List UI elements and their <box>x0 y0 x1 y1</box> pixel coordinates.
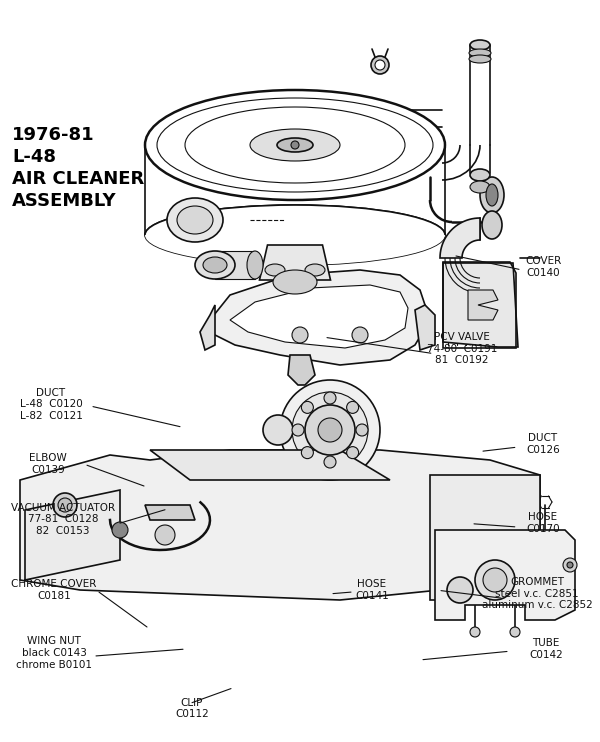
Circle shape <box>280 380 380 480</box>
Ellipse shape <box>482 211 502 239</box>
Text: ELBOW
C0139: ELBOW C0139 <box>29 453 67 475</box>
Text: DUCT
C0126: DUCT C0126 <box>526 433 560 455</box>
Circle shape <box>483 568 507 592</box>
Ellipse shape <box>265 264 285 276</box>
Text: TUBE
C0142: TUBE C0142 <box>529 638 563 660</box>
Circle shape <box>58 498 72 512</box>
Circle shape <box>447 577 473 603</box>
Circle shape <box>347 447 359 459</box>
Circle shape <box>305 405 355 455</box>
Circle shape <box>292 424 304 436</box>
Ellipse shape <box>277 138 313 152</box>
Polygon shape <box>260 245 331 280</box>
Polygon shape <box>468 290 498 320</box>
Ellipse shape <box>203 257 227 273</box>
Ellipse shape <box>469 55 491 63</box>
Circle shape <box>291 141 299 149</box>
Polygon shape <box>443 263 518 347</box>
Text: VACUUM ACTUATOR
77-81  C0128
82  C0153: VACUUM ACTUATOR 77-81 C0128 82 C0153 <box>11 503 115 536</box>
Ellipse shape <box>145 205 445 265</box>
Circle shape <box>155 525 175 545</box>
Polygon shape <box>435 530 575 620</box>
Text: 1976-81: 1976-81 <box>12 126 95 144</box>
Ellipse shape <box>145 90 445 200</box>
Ellipse shape <box>177 206 213 234</box>
Circle shape <box>567 562 573 568</box>
Ellipse shape <box>470 181 490 193</box>
Text: L-48: L-48 <box>12 148 56 166</box>
Circle shape <box>324 456 336 468</box>
Ellipse shape <box>195 251 235 279</box>
Polygon shape <box>20 450 540 600</box>
Ellipse shape <box>469 49 491 57</box>
Text: CLIP
C0112: CLIP C0112 <box>175 697 209 720</box>
Ellipse shape <box>145 205 445 265</box>
Ellipse shape <box>167 198 223 242</box>
Circle shape <box>563 558 577 572</box>
Ellipse shape <box>486 184 498 206</box>
Circle shape <box>470 627 480 637</box>
Circle shape <box>375 60 385 70</box>
Text: COVER
C0140: COVER C0140 <box>525 256 561 278</box>
Circle shape <box>301 401 313 413</box>
Polygon shape <box>145 505 195 520</box>
Text: GROMMET
steel v.c. C2851
aluminum v.c. C2852: GROMMET steel v.c. C2851 aluminum v.c. C… <box>482 577 592 610</box>
Circle shape <box>510 627 520 637</box>
Polygon shape <box>205 270 430 365</box>
Circle shape <box>347 401 359 413</box>
Text: DUCT
L-48  C0120
L-82  C0121: DUCT L-48 C0120 L-82 C0121 <box>20 388 82 421</box>
Polygon shape <box>430 475 540 600</box>
Ellipse shape <box>470 169 490 181</box>
Polygon shape <box>25 490 120 580</box>
Circle shape <box>112 522 128 538</box>
Ellipse shape <box>470 40 490 50</box>
Ellipse shape <box>480 177 504 213</box>
Polygon shape <box>150 450 390 480</box>
Polygon shape <box>200 305 215 350</box>
Circle shape <box>356 424 368 436</box>
Polygon shape <box>230 285 408 348</box>
Circle shape <box>292 327 308 343</box>
Text: AIR CLEANER: AIR CLEANER <box>12 170 144 188</box>
Circle shape <box>301 447 313 459</box>
Circle shape <box>324 392 336 404</box>
Circle shape <box>371 56 389 74</box>
Polygon shape <box>288 355 315 385</box>
Text: CHROME COVER
C0181: CHROME COVER C0181 <box>11 579 97 601</box>
Circle shape <box>475 560 515 600</box>
Text: WING NUT
black C0143
chrome B0101: WING NUT black C0143 chrome B0101 <box>16 637 92 669</box>
Polygon shape <box>440 218 480 258</box>
Circle shape <box>318 418 342 442</box>
Text: PCV VALVE
74-80  C0191
81  C0192: PCV VALVE 74-80 C0191 81 C0192 <box>427 332 497 365</box>
Circle shape <box>263 415 293 445</box>
Text: HOSE
C0141: HOSE C0141 <box>355 579 389 601</box>
Text: ASSEMBLY: ASSEMBLY <box>12 192 116 210</box>
Circle shape <box>352 327 368 343</box>
Text: HOSE
C0170: HOSE C0170 <box>526 512 560 534</box>
Circle shape <box>292 392 368 468</box>
Ellipse shape <box>250 129 340 161</box>
Ellipse shape <box>305 264 325 276</box>
Polygon shape <box>415 305 435 350</box>
Polygon shape <box>215 251 255 279</box>
Circle shape <box>53 493 77 517</box>
Ellipse shape <box>273 270 317 294</box>
Ellipse shape <box>247 251 263 279</box>
